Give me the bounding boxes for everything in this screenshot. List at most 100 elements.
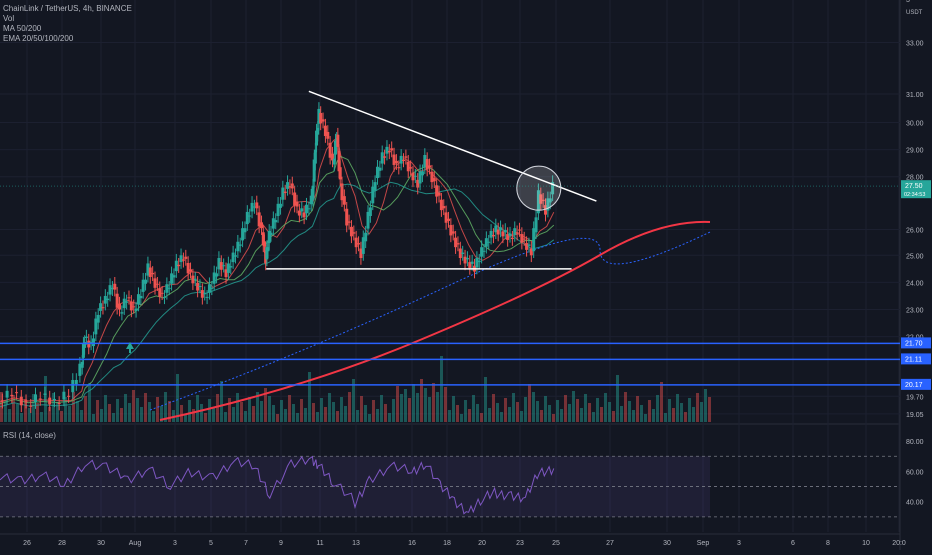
volume-bar xyxy=(220,381,223,422)
volume-bar xyxy=(648,400,651,422)
candle-body xyxy=(317,108,321,124)
volume-bar xyxy=(564,395,567,422)
candle-body xyxy=(265,247,269,260)
volume-bar xyxy=(252,406,255,422)
candle-body xyxy=(340,183,344,201)
candle-body xyxy=(179,255,183,263)
rsi-legend[interactable]: RSI (14, close) xyxy=(3,431,56,440)
price-label-bg xyxy=(901,337,931,349)
candle-body xyxy=(120,312,124,314)
candle-body xyxy=(215,273,219,277)
candle-body xyxy=(297,210,301,216)
volume-bar xyxy=(620,406,623,422)
volume-bar xyxy=(484,377,487,422)
candle-body xyxy=(248,215,252,217)
y-tick-label: 24.00 xyxy=(906,280,924,287)
candle-body xyxy=(366,211,370,229)
volume-bar xyxy=(628,401,631,422)
volume-bar xyxy=(188,400,191,422)
candle-body xyxy=(517,229,521,231)
candle-body xyxy=(449,225,453,236)
candle-body xyxy=(402,159,406,161)
volume-bar xyxy=(452,396,455,422)
candle-body xyxy=(522,238,526,240)
candle-body xyxy=(177,264,181,267)
volume-bar xyxy=(496,403,499,422)
legend-vol[interactable]: Vol xyxy=(3,14,15,23)
volume-bar xyxy=(672,408,675,422)
candle-body xyxy=(34,394,37,403)
volume-bar xyxy=(248,397,251,422)
x-tick-label: 23 xyxy=(516,540,524,547)
currency-label: USDT xyxy=(906,10,923,16)
candle-body xyxy=(446,218,450,221)
candle-body xyxy=(482,250,486,252)
candle-body xyxy=(546,198,550,211)
x-tick-label: 10 xyxy=(862,540,870,547)
candle-body xyxy=(278,203,282,208)
x-tick-label: 9 xyxy=(279,540,283,547)
candle-body xyxy=(315,130,319,146)
candle-body xyxy=(503,230,507,233)
candle-body xyxy=(24,401,28,403)
y-tick-label: 19.05 xyxy=(906,412,924,419)
candle-body xyxy=(52,398,56,401)
candle-body xyxy=(551,182,555,195)
volume-bar xyxy=(464,400,467,422)
x-tick-label: 8 xyxy=(826,540,830,547)
candle-body xyxy=(196,282,200,291)
volume-bar xyxy=(408,398,411,422)
volume-bar xyxy=(432,383,435,422)
candle-body xyxy=(217,258,221,270)
symbol-title: ChainLink / TetherUS, 4h, BINANCE xyxy=(3,4,132,13)
volume-bar xyxy=(644,414,647,422)
volume-bar xyxy=(176,374,179,422)
candle-body xyxy=(359,248,363,259)
candle-body xyxy=(67,395,71,397)
candle-body xyxy=(508,233,512,236)
candle-body xyxy=(418,171,422,184)
candle-body xyxy=(203,293,207,295)
volume-bar xyxy=(48,407,51,422)
candle-body xyxy=(200,290,204,298)
candle-body xyxy=(122,298,126,309)
volume-bar xyxy=(636,396,639,422)
candle-body xyxy=(411,172,415,181)
candle-body xyxy=(19,396,23,406)
volume-bar xyxy=(612,411,615,422)
x-tick-label: 7 xyxy=(244,540,248,547)
x-tick-label: 27 xyxy=(606,540,614,547)
volume-bar xyxy=(436,392,439,422)
volume-bar xyxy=(616,375,619,422)
candle-body xyxy=(425,159,429,170)
candle-body xyxy=(252,206,256,208)
volume-bar xyxy=(132,390,135,422)
candle-body xyxy=(300,208,304,212)
volume-bar xyxy=(576,399,579,422)
volume-bar xyxy=(264,388,267,422)
legend-ma[interactable]: MA 50/200 xyxy=(3,24,42,33)
candle-body xyxy=(413,175,417,177)
volume-bar xyxy=(136,398,139,422)
volume-bar xyxy=(692,407,695,422)
chart-legend: ChainLink / TetherUS, 4h, BINANCE Vol MA… xyxy=(3,4,132,44)
volume-bar xyxy=(632,410,635,422)
y-tick-label: 29.00 xyxy=(906,148,924,155)
candle-body xyxy=(539,194,543,204)
volume-bar xyxy=(296,413,299,422)
candle-body xyxy=(101,307,105,309)
candle-body xyxy=(250,202,254,212)
candle-body xyxy=(162,296,166,298)
volume-bar xyxy=(112,413,115,422)
volume-bar xyxy=(24,399,27,422)
volume-bar xyxy=(468,409,471,422)
arrow-up-stem xyxy=(129,349,131,353)
volume-bar xyxy=(424,388,427,422)
candle-body xyxy=(212,272,216,284)
volume-bar xyxy=(320,398,323,422)
candle-body xyxy=(144,279,148,284)
candle-body xyxy=(399,155,403,164)
legend-ema[interactable]: EMA 20/50/100/200 xyxy=(3,34,74,43)
candle-body xyxy=(267,230,271,244)
